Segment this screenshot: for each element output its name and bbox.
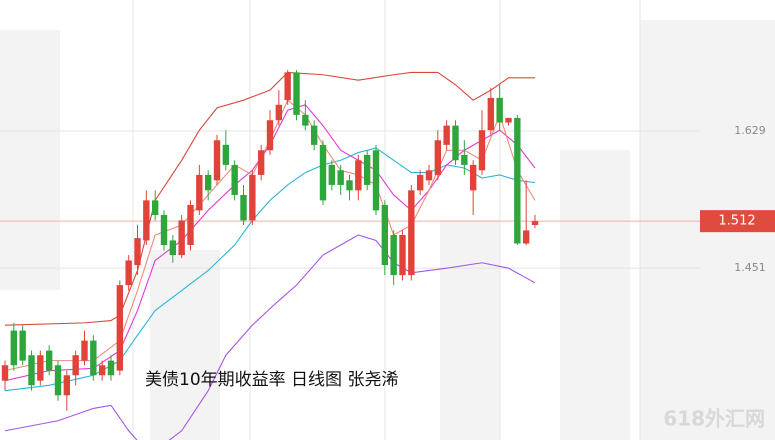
indicator-line <box>4 147 536 392</box>
candle-body <box>443 125 450 145</box>
candle-body <box>10 330 18 366</box>
last-price-box <box>700 210 775 233</box>
candle-body <box>45 350 53 371</box>
candle-body <box>487 97 495 131</box>
candle-body <box>54 365 62 396</box>
candle-body <box>328 164 336 185</box>
candle-body <box>416 174 424 191</box>
candle-body <box>310 125 318 145</box>
watermark: 618外汇网 <box>663 407 765 431</box>
candle-body <box>187 204 194 246</box>
candle-body <box>461 154 468 165</box>
candle-body <box>425 170 433 181</box>
candle-body <box>452 125 459 161</box>
grid <box>0 130 700 269</box>
candle-body <box>213 140 221 181</box>
candle-body <box>346 180 353 191</box>
indicator-line <box>4 71 535 326</box>
candle-body <box>434 140 442 175</box>
candle-body <box>381 204 389 266</box>
candle-body <box>496 97 503 123</box>
candle-body <box>37 355 44 381</box>
candle-body <box>204 174 212 191</box>
candle-body <box>399 235 406 276</box>
candle-body <box>505 117 512 123</box>
price-labels: 1.451 1.629 1.512 <box>700 124 775 274</box>
candle-body <box>240 194 247 221</box>
candle-body <box>134 238 141 266</box>
candle-body <box>284 72 291 101</box>
candle-body <box>222 144 230 165</box>
indicator-line <box>4 234 536 440</box>
candle-body <box>63 375 71 396</box>
candle-body <box>72 355 79 376</box>
candle-body <box>231 164 238 195</box>
candle-body <box>19 330 26 361</box>
background-decoration <box>0 20 775 440</box>
candle-body <box>372 150 380 211</box>
candle-body <box>293 72 300 115</box>
candle-body <box>116 285 124 371</box>
candles <box>1 70 539 411</box>
candle-body <box>266 120 274 151</box>
candle-body <box>390 235 397 276</box>
candle-body <box>249 174 256 221</box>
candle-body <box>90 340 97 376</box>
candle-body <box>355 160 362 191</box>
candle-body <box>275 104 283 121</box>
candle-body <box>143 200 150 241</box>
candle-body <box>178 220 185 256</box>
candle-body <box>469 164 477 191</box>
candle-body <box>81 340 88 361</box>
candle-body <box>363 154 371 185</box>
candle-body <box>98 365 106 376</box>
candle-body <box>151 200 159 215</box>
last-price-label: 1.512 <box>718 214 755 229</box>
candle-body <box>28 355 35 386</box>
candle-body <box>531 221 539 226</box>
candle-body <box>196 174 203 211</box>
candle-body <box>408 190 415 276</box>
indicator-line <box>4 104 536 382</box>
candle-body <box>160 214 168 246</box>
annotation: 美债10年期收益率 日线图 张尧浠 <box>145 370 398 390</box>
candle-body <box>169 240 177 256</box>
candle-body <box>302 114 309 126</box>
candle-body <box>107 360 115 376</box>
y-tick-label: 1.629 <box>734 124 766 137</box>
candle-body <box>514 117 521 244</box>
candle-body <box>337 170 344 185</box>
y-tick-label: 1.451 <box>734 261 766 274</box>
candle-body <box>257 150 265 175</box>
candle-body <box>478 130 486 171</box>
candle-body <box>1 365 9 381</box>
candle-body <box>125 260 132 286</box>
candle-body <box>319 144 327 201</box>
candle-body <box>522 230 530 244</box>
